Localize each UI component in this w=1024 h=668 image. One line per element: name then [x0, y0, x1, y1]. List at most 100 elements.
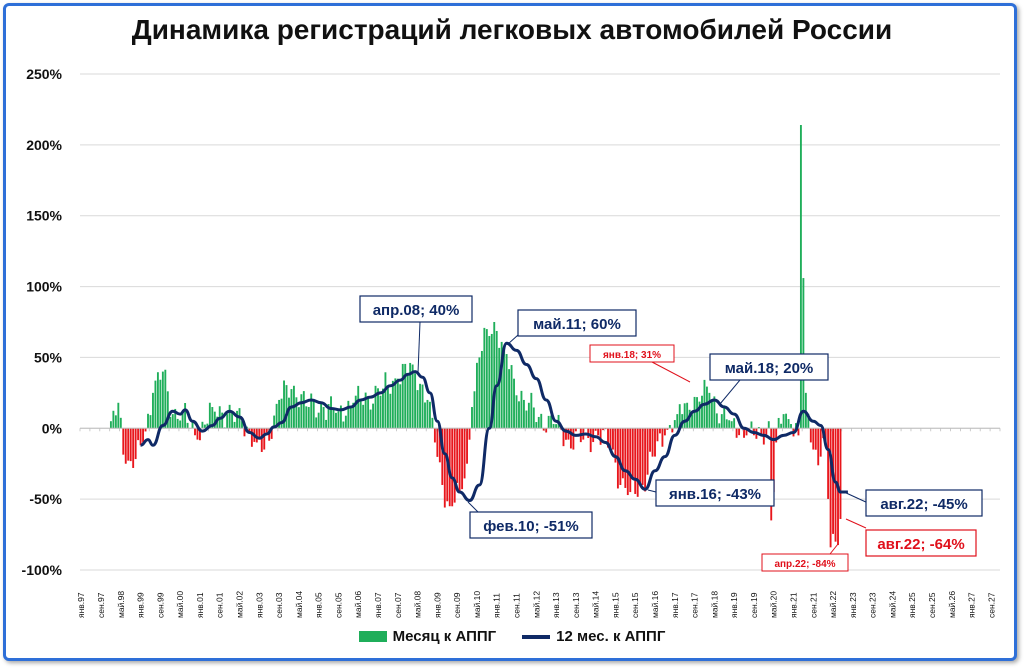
bar	[129, 428, 132, 462]
callout-box-apr08	[359, 295, 473, 323]
bar	[250, 428, 253, 447]
bar	[330, 396, 332, 429]
bar	[614, 428, 617, 463]
bar	[676, 414, 679, 429]
bar	[201, 421, 204, 429]
x-tick-label: янв.03	[254, 592, 264, 618]
bar	[344, 415, 347, 429]
y-tick-label: -50%	[29, 491, 62, 507]
bar	[124, 428, 127, 464]
bar	[663, 428, 666, 436]
bar	[651, 428, 654, 457]
bar	[636, 428, 639, 497]
x-tick-label: янв.23	[848, 592, 858, 618]
x-tick-label: май.04	[294, 591, 304, 618]
bar	[461, 428, 464, 490]
bar	[817, 428, 820, 466]
bar	[508, 369, 511, 429]
bar	[782, 414, 785, 429]
x-tick-label: сен.11	[512, 593, 522, 618]
bar	[231, 412, 234, 429]
bar	[431, 417, 434, 429]
x-tick-label: май.10	[472, 591, 482, 618]
bar	[382, 388, 384, 429]
bar	[243, 428, 246, 437]
x-tick-label: сен.01	[215, 592, 225, 618]
x-tick-label: янв.07	[373, 592, 383, 618]
bar	[639, 428, 642, 484]
bar	[760, 428, 763, 436]
bar	[265, 428, 268, 433]
x-tick-label: май.98	[116, 591, 126, 618]
x-tick-label: янв.17	[670, 592, 680, 618]
bar	[799, 125, 802, 429]
bar	[161, 371, 164, 429]
y-tick-label: 250%	[26, 66, 62, 82]
bar	[458, 428, 461, 493]
bar	[562, 428, 565, 447]
callout-may18: май.18; 20%	[725, 360, 814, 377]
x-tick-label: сен.99	[155, 592, 165, 618]
bar	[283, 380, 285, 429]
x-axis-ticks: янв.97 сен.97 май.98 янв.99 сен.99 май.00 янв.…	[76, 591, 996, 618]
bar	[414, 373, 417, 429]
bar	[735, 428, 738, 438]
y-tick-label: 100%	[26, 279, 62, 295]
bar	[572, 428, 575, 450]
bar	[807, 413, 810, 429]
x-tick-label: май.02	[235, 591, 245, 618]
callout-leader-jan18	[651, 361, 691, 383]
bar	[493, 322, 496, 429]
bar	[362, 404, 365, 429]
legend-swatch-line	[522, 634, 551, 639]
bar	[626, 428, 629, 496]
bar-series	[109, 125, 842, 548]
chart-title: Динамика регистраций легковых автомобиле…	[131, 14, 893, 45]
bar	[607, 428, 609, 448]
bar	[678, 404, 681, 429]
bar	[166, 391, 169, 429]
bar	[819, 428, 822, 457]
bar	[480, 350, 483, 429]
bar	[542, 428, 545, 431]
bar	[236, 410, 238, 429]
bar	[485, 329, 488, 429]
bar	[453, 428, 456, 503]
y-tick-label: -100%	[22, 562, 63, 578]
bar	[513, 378, 515, 429]
bar	[673, 420, 676, 429]
bar	[765, 428, 768, 435]
bar	[463, 428, 466, 479]
bar	[122, 428, 125, 455]
legend-item-bars: Месяц к АППГ	[358, 628, 496, 645]
callout-leader-may18	[719, 379, 741, 405]
x-tick-label: янв.27	[967, 592, 977, 618]
bar	[589, 428, 592, 453]
bar	[730, 421, 733, 429]
bar	[814, 428, 817, 450]
bar	[518, 401, 520, 429]
bar	[829, 428, 832, 548]
bar	[666, 428, 669, 430]
bar	[433, 428, 436, 443]
bar	[555, 424, 558, 429]
bar	[119, 417, 122, 429]
zero-axis	[79, 427, 1001, 432]
bar	[275, 403, 278, 429]
bar	[174, 408, 177, 429]
x-tick-label: сен.21	[808, 592, 818, 618]
bar	[307, 407, 310, 429]
bar	[367, 397, 370, 429]
bar	[802, 278, 805, 429]
bar	[767, 421, 770, 429]
line-12m	[140, 341, 848, 503]
bar	[478, 357, 481, 429]
bar	[315, 417, 318, 429]
callout-leader-may11	[507, 334, 519, 345]
bar	[139, 428, 142, 446]
bar	[644, 428, 647, 492]
bar	[824, 428, 827, 443]
bar	[522, 399, 525, 429]
callout-box-jan16	[655, 479, 775, 507]
